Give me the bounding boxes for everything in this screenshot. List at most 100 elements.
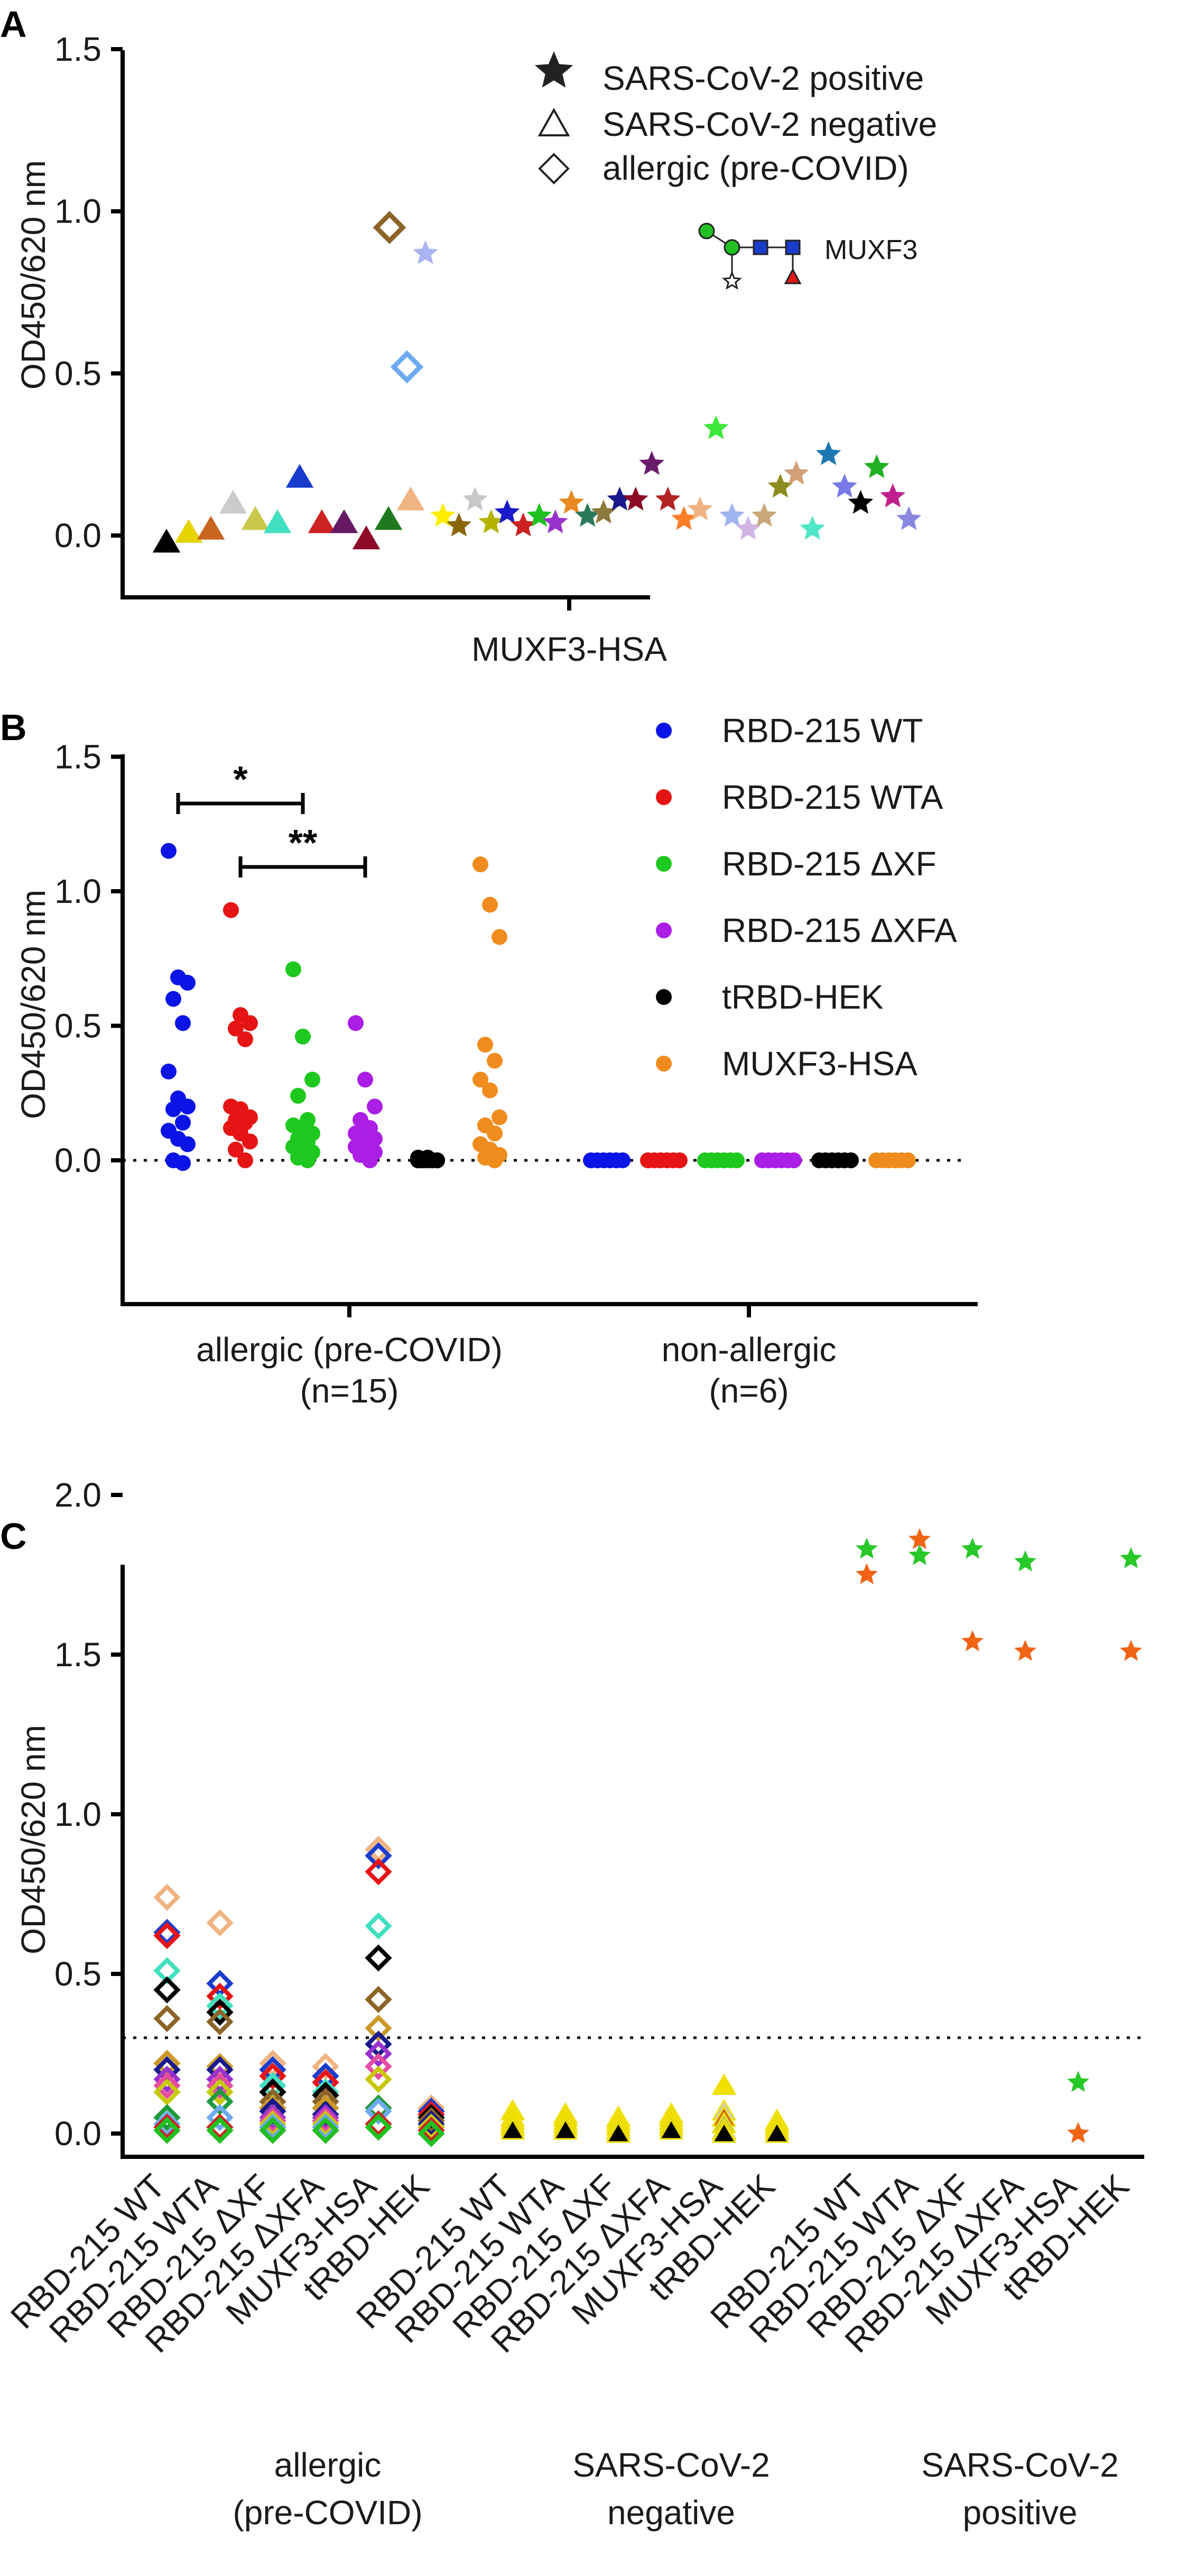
allergic-diamond-mark	[365, 2098, 392, 2125]
positive-star-mark	[543, 509, 568, 533]
allergic-point	[492, 929, 507, 945]
allergic-point	[285, 961, 301, 977]
positive-star-mark	[719, 503, 745, 527]
allergic-diamond-mark	[365, 2113, 392, 2141]
negative-triangle-mark	[197, 515, 225, 540]
allergic-point	[161, 843, 177, 859]
allergic-point	[175, 1015, 191, 1031]
non-allergic-point	[843, 1152, 859, 1168]
negative-triangle-mark	[606, 2121, 631, 2143]
panel-a-y-ticks: 0.0 0.5 1.0 1.5	[54, 30, 123, 555]
allergic-diamond-mark	[365, 1986, 392, 2013]
allergic-point	[304, 1072, 320, 1088]
legend-allergic-label: allergic (pre-COVID)	[603, 149, 909, 187]
allergic-diamond-mark	[312, 2113, 339, 2141]
positive-star-mark	[511, 512, 536, 537]
allergic-diamond-mark	[206, 2008, 234, 2036]
negative-triangle-mark	[263, 509, 292, 533]
allergic-point	[180, 1136, 196, 1152]
positive-star-mark	[880, 483, 905, 507]
legend-dot-icon	[656, 789, 672, 805]
legend-label: RBD-215 ΔXFA	[722, 911, 957, 949]
panel-b: B 0.0 0.5 1.0 1.5 OD450/620 nm allergic (pr…	[0, 707, 978, 1410]
fucose-triangle-icon	[784, 267, 802, 284]
positive-star-mark	[687, 496, 713, 521]
positive-star-mark	[961, 1537, 984, 1559]
panel-c-y-tick-label: 0.5	[54, 1955, 101, 1993]
mannose-circle-icon	[698, 223, 715, 239]
positive-star-mark	[1014, 1550, 1036, 1572]
allergic-diamond-mark	[153, 1883, 181, 1911]
legend-label: RBD-215 WT	[722, 712, 923, 750]
positive-star-mark	[671, 506, 697, 530]
panel-c-y-tick-label: 1.5	[54, 1636, 101, 1674]
allergic-point	[295, 1028, 311, 1045]
panel-a-y-tick-label: 0.0	[54, 516, 101, 555]
significance-bracket	[176, 793, 305, 814]
legend-label: tRBD-HEK	[722, 978, 884, 1016]
allergic-diamond-mark	[206, 2072, 234, 2100]
allergic-point	[492, 1109, 507, 1125]
positive-star-mark	[494, 500, 520, 524]
allergic-diamond-mark	[206, 1909, 234, 1937]
panel-a-label: A	[0, 4, 27, 45]
allergic-diamond-mark	[153, 2104, 181, 2131]
allergic-diamond-mark	[365, 2053, 392, 2080]
negative-triangle-mark	[352, 525, 381, 550]
negative-triangle-mark	[174, 519, 203, 543]
allergic-diamond-mark	[153, 2110, 181, 2138]
panel-c-y-tick-label: 2.0	[54, 1476, 101, 1514]
allergic-diamond-mark	[373, 211, 406, 244]
allergic-point	[237, 1152, 253, 1168]
panel-b-y-label: OD450/620 nm	[14, 890, 52, 1119]
panel-b-legend: RBD-215 WT RBD-215 WTA RBD-215 ΔXF RBD-215 …	[656, 712, 957, 1083]
allergic-point	[228, 1020, 244, 1037]
positive-star-mark	[767, 474, 793, 498]
non-allergic-point	[729, 1152, 745, 1168]
allergic-point	[237, 1031, 253, 1047]
allergic-point	[175, 1155, 191, 1171]
positive-star-mark	[896, 506, 922, 530]
allergic-point	[180, 1098, 196, 1115]
muxf3-glycan-structure	[698, 223, 802, 290]
panel-a-y-label: OD450/620 nm	[14, 160, 52, 390]
positive-star-mark	[446, 512, 472, 537]
allergic-point	[223, 902, 239, 918]
positive-star-mark	[848, 490, 874, 514]
legend-dot-icon	[656, 922, 672, 938]
negative-triangle-mark	[308, 509, 336, 533]
allergic-diamond-mark	[418, 2120, 445, 2147]
allergic-point	[487, 1125, 503, 1142]
allergic-diamond-mark	[206, 2088, 234, 2116]
positive-star-mark	[1120, 1640, 1142, 1661]
panel-c-y-tick-label: 1.0	[54, 1795, 101, 1833]
allergic-diamond-mark	[365, 2065, 392, 2093]
legend-diamond-icon	[538, 153, 570, 184]
negative-triangle-mark	[711, 2073, 737, 2095]
positive-star-mark	[1067, 2122, 1089, 2143]
positive-star-mark	[856, 1537, 878, 1559]
panel-b-categories: allergic (pre-COVID) (n=15) non-allergic (n…	[196, 1331, 836, 1410]
allergic-diamond-mark	[206, 2104, 234, 2131]
allergic-point	[367, 1098, 383, 1115]
allergic-diamond-mark	[153, 2078, 181, 2106]
positive-star-mark	[856, 1563, 878, 1584]
allergic-point	[482, 1082, 498, 1098]
legend-dot-icon	[656, 989, 672, 1005]
group-label-positive: SARS-CoV-2 positive	[921, 2446, 1118, 2532]
allergic-diamond-mark	[206, 2117, 234, 2144]
positive-star-mark	[413, 240, 438, 264]
negative-triangle-mark	[553, 2118, 578, 2140]
allergic-diamond-mark	[418, 2104, 445, 2131]
allergic-diamond-mark	[206, 1992, 234, 2020]
allergic-diamond-mark	[365, 1912, 392, 1940]
allergic-diamond-mark	[259, 2104, 286, 2131]
legend-negative-label: SARS-CoV-2 negative	[603, 105, 937, 143]
allergic-point	[175, 1114, 191, 1131]
allergic-diamond-mark	[153, 1922, 181, 1950]
positive-star-mark	[591, 500, 616, 524]
legend-triangle-icon	[537, 107, 570, 136]
panel-c-y-label: OD450/620 nm	[14, 1725, 52, 1954]
negative-triangle-mark	[500, 2118, 525, 2140]
allergic-point	[348, 1015, 364, 1031]
